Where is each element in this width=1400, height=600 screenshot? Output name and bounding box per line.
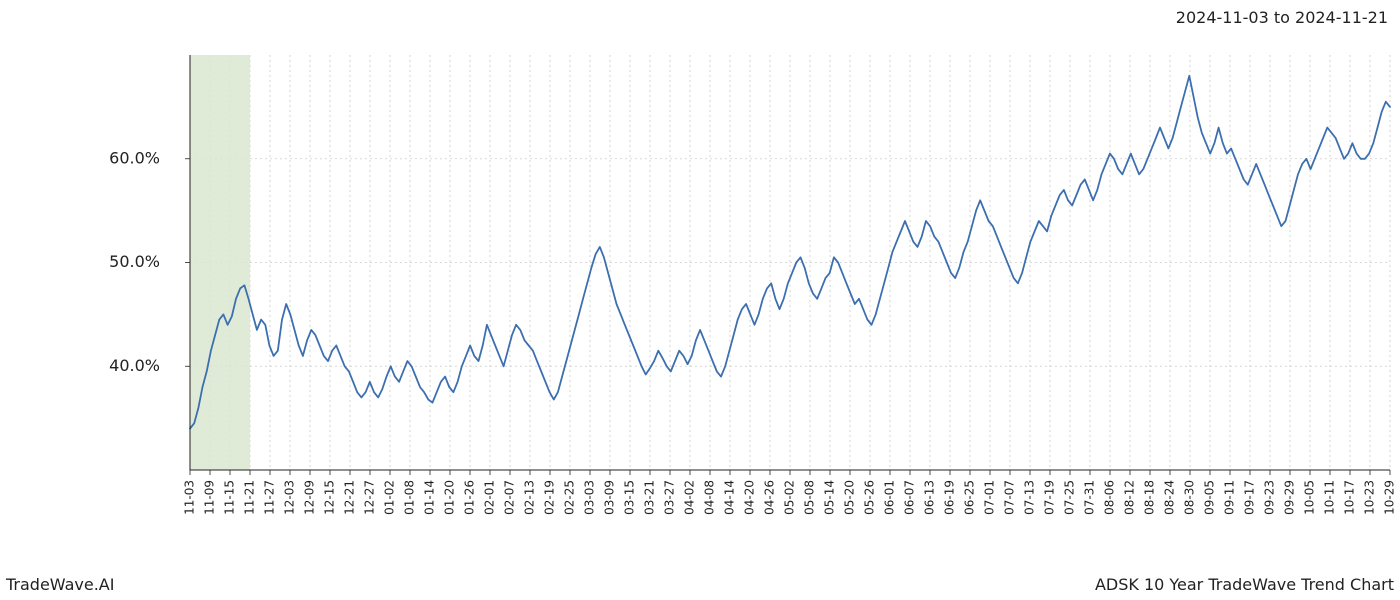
x-tick-label: 12-09: [303, 480, 317, 515]
x-tick-label: 11-03: [183, 480, 197, 515]
x-tick-label: 04-26: [763, 480, 777, 515]
x-tick-label: 10-23: [1363, 480, 1377, 515]
x-tick-label: 01-14: [423, 480, 437, 515]
x-tick-label: 07-01: [983, 480, 997, 515]
x-tick-label: 04-20: [743, 480, 757, 515]
x-tick-label: 02-25: [563, 480, 577, 515]
x-tick-label: 01-08: [403, 480, 417, 515]
x-tick-label: 07-13: [1023, 480, 1037, 515]
x-tick-label: 07-31: [1083, 480, 1097, 515]
x-tick-label: 11-09: [203, 480, 217, 515]
x-tick-label: 11-21: [243, 480, 257, 515]
x-tick-label: 03-09: [603, 480, 617, 515]
x-tick-label: 04-14: [723, 480, 737, 515]
x-tick-label: 04-08: [703, 480, 717, 515]
footer-brand: TradeWave.AI: [6, 575, 114, 594]
x-tick-label: 02-07: [503, 480, 517, 515]
x-tick-label: 09-05: [1203, 480, 1217, 515]
x-tick-label: 06-19: [943, 480, 957, 515]
x-tick-label: 01-26: [463, 480, 477, 515]
x-tick-label: 03-21: [643, 480, 657, 515]
x-tick-label: 08-24: [1163, 480, 1177, 515]
x-tick-label: 12-15: [323, 480, 337, 515]
x-tick-label: 11-27: [263, 480, 277, 515]
y-tick-label: 40.0%: [109, 356, 160, 375]
x-tick-label: 08-18: [1143, 480, 1157, 515]
x-tick-label: 10-17: [1343, 480, 1357, 515]
x-tick-label: 02-01: [483, 480, 497, 515]
x-tick-label: 04-02: [683, 480, 697, 515]
x-tick-label: 08-06: [1103, 480, 1117, 515]
y-tick-label: 60.0%: [109, 148, 160, 167]
x-tick-label: 07-07: [1003, 480, 1017, 515]
x-tick-label: 12-03: [283, 480, 297, 515]
x-tick-label: 08-30: [1183, 480, 1197, 515]
x-tick-label: 10-29: [1383, 480, 1397, 515]
x-tick-label: 12-27: [363, 480, 377, 515]
date-range-label: 2024-11-03 to 2024-11-21: [1176, 8, 1388, 27]
x-tick-label: 12-21: [343, 480, 357, 515]
x-tick-label: 10-11: [1323, 480, 1337, 515]
x-tick-label: 02-13: [523, 480, 537, 515]
x-tick-label: 07-25: [1063, 480, 1077, 515]
x-tick-label: 05-14: [823, 480, 837, 515]
x-tick-label: 03-15: [623, 480, 637, 515]
x-tick-label: 03-27: [663, 480, 677, 515]
x-tick-label: 10-05: [1303, 480, 1317, 515]
x-tick-label: 09-23: [1263, 480, 1277, 515]
chart-container: 2024-11-03 to 2024-11-21 40.0% 50.0% 60.0%…: [0, 0, 1400, 600]
x-tick-label: 03-03: [583, 480, 597, 515]
x-tick-label: 06-25: [963, 480, 977, 515]
x-tick-label: 06-07: [903, 480, 917, 515]
x-tick-label: 05-26: [863, 480, 877, 515]
y-tick-label: 50.0%: [109, 252, 160, 271]
x-tick-label: 02-19: [543, 480, 557, 515]
x-tick-label: 06-13: [923, 480, 937, 515]
x-tick-label: 05-08: [803, 480, 817, 515]
trend-chart: 40.0% 50.0% 60.0% 11-03 11-09 11-15 11-21 11-27…: [0, 0, 1400, 600]
x-tick-label: 09-11: [1223, 480, 1237, 515]
x-tick-label: 09-29: [1283, 480, 1297, 515]
x-tick-label: 05-02: [783, 480, 797, 515]
x-tick-label: 11-15: [223, 480, 237, 515]
x-tick-label: 05-20: [843, 480, 857, 515]
x-tick-label: 09-17: [1243, 480, 1257, 515]
footer-title: ADSK 10 Year TradeWave Trend Chart: [1095, 575, 1394, 594]
x-tick-label: 01-02: [383, 480, 397, 515]
x-tick-label: 07-19: [1043, 480, 1057, 515]
x-tick-label: 08-12: [1123, 480, 1137, 515]
x-tick-label: 01-20: [443, 480, 457, 515]
x-tick-label: 06-01: [883, 480, 897, 515]
